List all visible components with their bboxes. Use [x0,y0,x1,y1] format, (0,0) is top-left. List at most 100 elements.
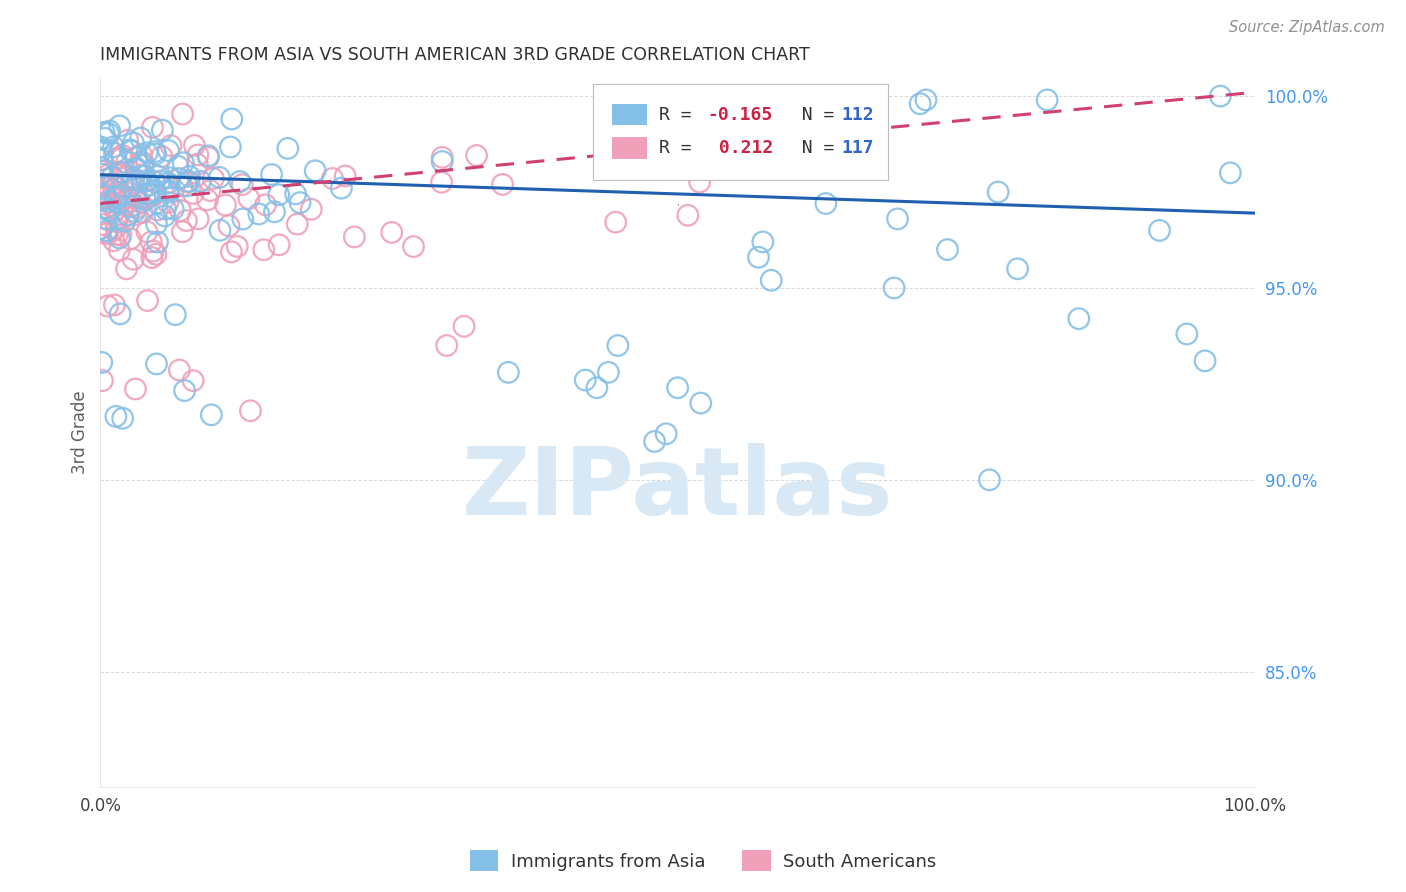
Point [90,167,112,181]
Point [125,173,148,187]
Point [145,186,167,200]
Point [103,140,125,154]
FancyBboxPatch shape [612,103,647,125]
Point [111,198,134,212]
Point [146,169,169,184]
Point [169,171,191,186]
Point [176,178,198,193]
Point [108,244,131,258]
Point [915,93,938,107]
Point [125,201,148,215]
Point [214,198,236,212]
Point [96,171,118,186]
Point [586,381,609,395]
Point [124,161,146,175]
Point [98,203,121,218]
Point [111,192,134,206]
Text: R =: R = [659,105,703,123]
Point [165,308,187,322]
Point [131,147,153,161]
Point [110,165,132,179]
Point [247,207,270,221]
Point [120,232,142,246]
Point [197,150,219,164]
Point [120,143,142,157]
Point [108,196,131,211]
Point [253,243,276,257]
Point [105,181,128,195]
Point [111,148,134,162]
Point [117,191,139,205]
Point [110,228,132,243]
Point [91,179,114,194]
Point [145,147,167,161]
FancyBboxPatch shape [612,137,647,159]
Point [1209,89,1232,103]
Point [655,426,678,441]
Point [752,235,775,249]
Point [1219,166,1241,180]
Text: ZIPatlas: ZIPatlas [463,442,893,534]
Point [125,207,148,221]
Point [188,174,211,188]
Point [121,144,143,158]
Point [605,215,627,229]
Point [169,363,191,377]
Point [96,178,118,192]
Point [94,190,117,204]
Point [143,145,166,159]
Point [186,157,208,171]
Point [121,183,143,197]
Point [94,178,117,192]
Point [187,148,209,162]
Point [239,403,262,417]
Point [146,202,169,217]
Point [218,219,240,233]
Point [115,261,138,276]
Point [689,396,711,410]
Point [108,119,131,133]
Point [91,218,114,232]
Point [104,409,127,424]
Point [129,195,152,210]
Point [145,247,167,261]
Point [226,239,249,253]
Point [142,244,165,258]
Point [122,136,145,150]
Point [1007,261,1029,276]
Point [132,158,155,172]
Point [498,365,520,379]
Point [453,319,475,334]
Point [330,181,353,195]
Point [131,169,153,183]
Point [134,193,156,207]
Point [155,202,177,216]
Point [908,96,931,111]
Point [107,212,129,227]
Point [111,166,134,180]
Point [666,381,689,395]
Point [142,184,165,198]
Point [97,299,120,313]
Point [90,355,112,369]
Point [1194,354,1216,368]
Point [101,186,124,201]
Point [117,208,139,222]
Point [125,150,148,164]
Point [285,217,308,231]
Point [162,202,184,216]
Point [465,148,488,162]
Point [141,120,163,135]
Point [254,198,277,212]
Point [263,204,285,219]
Point [101,169,124,184]
Point [136,293,159,308]
Point [117,133,139,147]
Point [111,179,134,194]
Point [157,176,180,190]
Point [131,205,153,219]
Point [104,221,127,235]
Point [103,178,125,192]
Point [145,357,167,371]
Point [747,250,769,264]
